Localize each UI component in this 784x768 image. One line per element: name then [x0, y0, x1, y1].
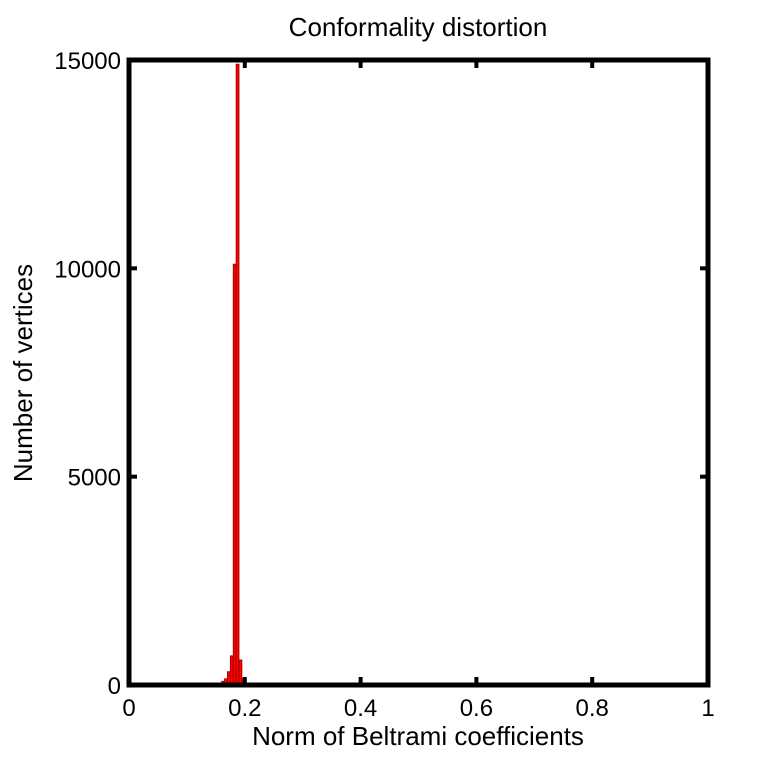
x-tick-label: 1 — [701, 695, 714, 722]
histogram-bar — [235, 63, 240, 686]
x-tick-label: 0.4 — [344, 695, 377, 722]
x-tick-labels: 0 0.2 0.4 0.6 0.8 1 — [122, 695, 714, 722]
chart-title: Conformality distortion — [289, 12, 548, 42]
y-tick-label: 15000 — [54, 48, 121, 75]
x-tick-label: 0.8 — [576, 695, 609, 722]
y-tick-label: 0 — [108, 673, 121, 700]
plot-frame — [126, 57, 711, 688]
x-tick-label: 0.6 — [460, 695, 493, 722]
x-tick-label: 0.2 — [228, 695, 261, 722]
histogram-bar — [238, 659, 243, 686]
x-axis-label: Norm of Beltrami coefficients — [252, 721, 584, 751]
histogram-bar — [229, 655, 234, 686]
histogram-bars — [215, 63, 249, 686]
y-tick-label: 5000 — [68, 465, 121, 492]
histogram-bar — [232, 263, 237, 686]
axis-ticks — [127, 58, 710, 687]
y-tick-label: 10000 — [54, 256, 121, 283]
y-tick-labels: 0 5000 10000 15000 — [54, 48, 121, 700]
x-tick-label: 0 — [122, 695, 135, 722]
y-axis-label: Number of vertices — [8, 264, 38, 482]
